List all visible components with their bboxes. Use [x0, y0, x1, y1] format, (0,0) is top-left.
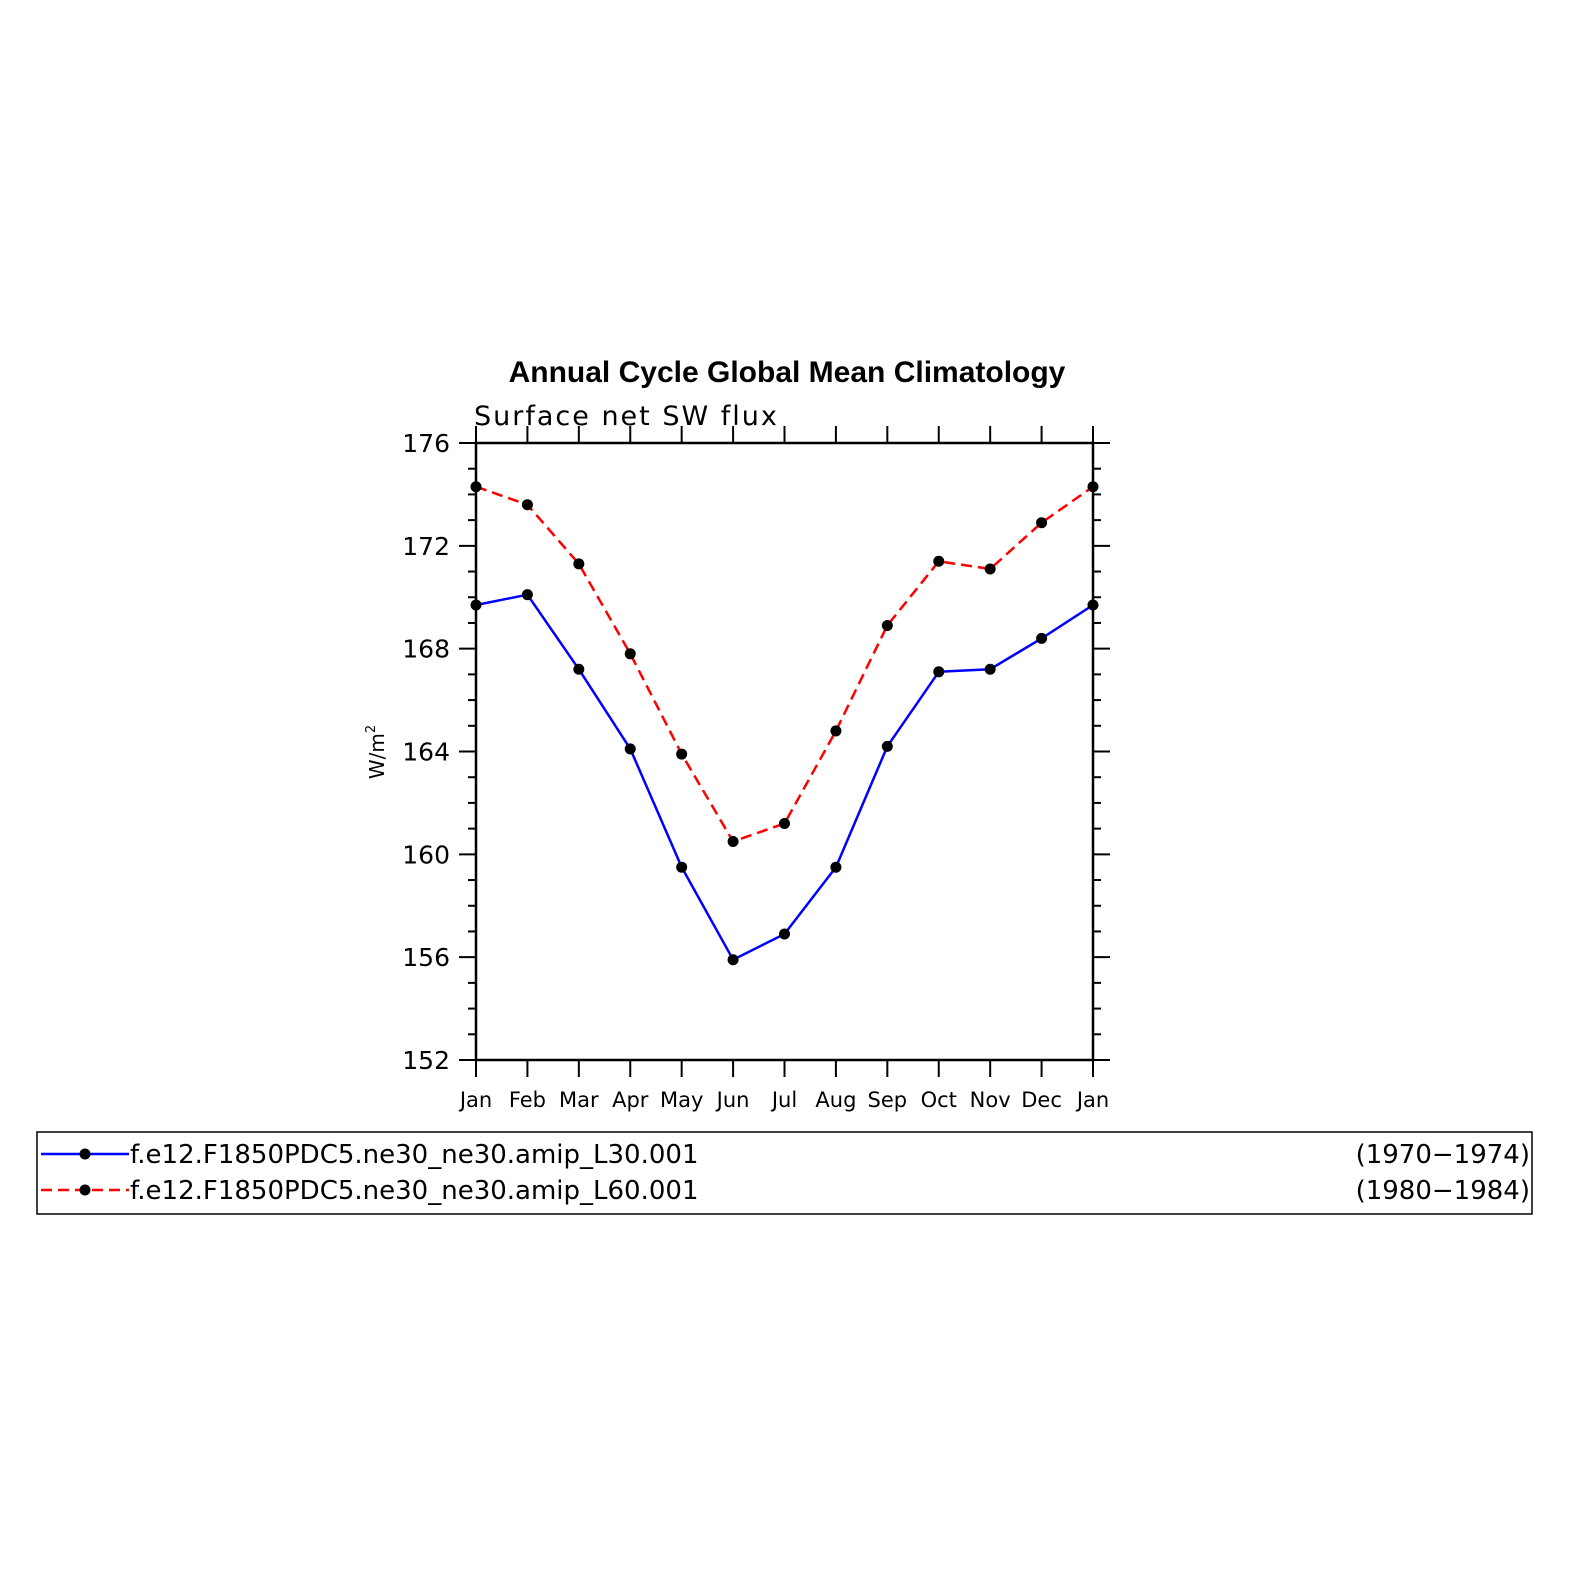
series-0-point — [521, 589, 533, 601]
x-tick-label: Jun — [715, 1088, 750, 1112]
series-layer — [470, 481, 1099, 966]
x-tick-label: Feb — [509, 1088, 546, 1112]
series-0-point — [676, 861, 688, 873]
x-tick-label: Apr — [612, 1088, 649, 1112]
series-0-point — [881, 740, 893, 752]
y-axis-label-superscript: 2 — [364, 725, 379, 733]
y-tick-label: 172 — [402, 532, 450, 561]
series-1-point — [676, 748, 688, 760]
x-tick-label: Mar — [559, 1088, 599, 1112]
series-0-point — [779, 928, 790, 940]
series-0-point — [624, 743, 636, 755]
plot-area-frame — [474, 441, 1095, 1062]
x-tick-label: Sep — [868, 1088, 908, 1112]
x-tick-label: Nov — [970, 1088, 1011, 1112]
series-0-point — [470, 599, 482, 611]
x-tick-label: Aug — [815, 1088, 856, 1112]
x-tick-label: Oct — [921, 1088, 957, 1112]
legend-years-l60: (1980−1984) — [1356, 1176, 1530, 1206]
series-1-point — [573, 558, 585, 570]
legend-marker-l30 — [79, 1148, 91, 1160]
y-tick-labels: 152 156 160 164 168 172 176 — [402, 429, 450, 1075]
x-tick-label: Jan — [458, 1088, 492, 1112]
chart-subtitle: Surface net SW flux — [474, 401, 779, 432]
legend-years-l30: (1970−1974) — [1356, 1140, 1530, 1170]
x-tick-label: Dec — [1021, 1088, 1062, 1112]
series-1-point — [470, 481, 482, 493]
series-1-point — [1036, 517, 1048, 529]
legend-label-l60: f.e12.F1850PDC5.ne30_ne30.amip_L60.001 — [130, 1176, 698, 1206]
y-tick-label: 156 — [402, 943, 450, 972]
series-0-point — [1087, 599, 1099, 611]
x-tick-label: Jul — [770, 1088, 797, 1112]
axis-ticks — [459, 426, 1110, 1077]
series-0-point — [727, 954, 739, 966]
chart-title: Annual Cycle Global Mean Climatology — [509, 356, 1066, 389]
series-0-point — [1036, 632, 1048, 644]
legend-label-l30: f.e12.F1850PDC5.ne30_ne30.amip_L30.001 — [130, 1140, 698, 1170]
y-axis-label: W/m — [365, 733, 389, 779]
series-1-point — [727, 835, 739, 847]
series-1-point — [830, 725, 842, 737]
series-1-point — [881, 620, 893, 632]
series-0-point — [830, 861, 842, 873]
series-1-point — [933, 555, 945, 567]
y-axis-title: W/m2 — [364, 725, 389, 779]
y-tick-label: 152 — [402, 1046, 450, 1075]
series-0-point — [984, 663, 996, 675]
series-1-point — [624, 648, 636, 660]
x-tick-labels: Jan Feb Mar Apr May Jun Jul Aug Sep Oct Nov Dec Jan — [458, 1088, 1109, 1112]
legend-entry-l30: f.e12.F1850PDC5.ne30_ne30.amip_L30.001 (… — [41, 1140, 1530, 1170]
series-1-point — [1087, 481, 1099, 493]
legend-marker-l60 — [79, 1184, 91, 1196]
series-1-point — [984, 563, 996, 575]
series-0-point — [573, 663, 585, 675]
series-1-point — [779, 817, 790, 829]
series-1-point — [521, 499, 533, 511]
y-tick-label: 160 — [402, 840, 450, 869]
legend-entry-l60: f.e12.F1850PDC5.ne30_ne30.amip_L60.001 (… — [41, 1176, 1530, 1206]
legend-box — [36, 1131, 1533, 1215]
series-0-point — [933, 666, 945, 678]
x-tick-label: Jan — [1075, 1088, 1109, 1112]
x-tick-label: May — [660, 1088, 703, 1112]
series-line-0 — [475, 593, 1094, 961]
svg-text:W/m2: W/m2 — [364, 725, 389, 779]
legend: f.e12.F1850PDC5.ne30_ne30.amip_L30.001 (… — [36, 1131, 1533, 1215]
y-tick-label: 164 — [402, 738, 450, 767]
y-tick-label: 176 — [402, 429, 450, 458]
y-tick-label: 168 — [402, 635, 450, 664]
